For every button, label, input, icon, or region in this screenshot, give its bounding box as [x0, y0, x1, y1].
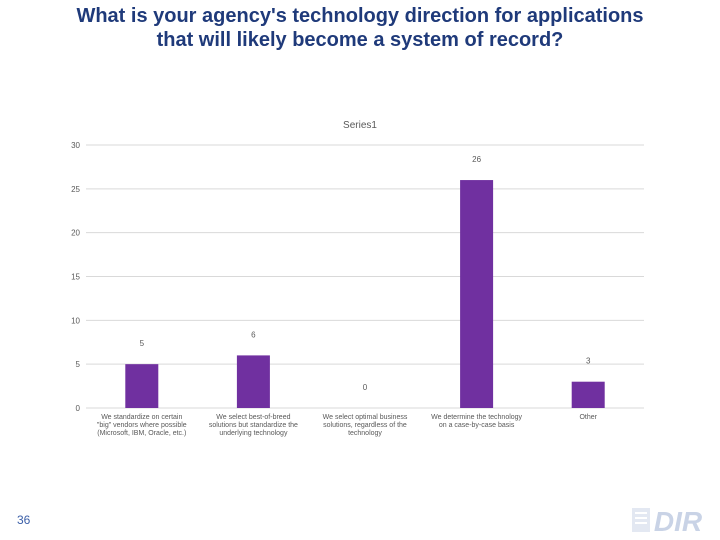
category-label: We select optimal business solutions, reg…: [323, 414, 408, 437]
page-number: 36: [17, 513, 31, 527]
category-labels: We standardize on certain "big" vendors w…: [97, 414, 598, 437]
y-tick-label: 30: [71, 141, 80, 150]
category-label: We select best-of-breed solutions but sta…: [209, 414, 298, 437]
slide-title-line-1: What is your agency's technology directi…: [76, 5, 644, 27]
slide-title: What is your agency's technology directi…: [0, 4, 720, 52]
data-label: 3: [586, 357, 591, 366]
y-tick-label: 0: [76, 404, 81, 413]
y-tick-label: 15: [71, 273, 80, 282]
data-label: 5: [140, 339, 145, 348]
category-label: We determine the technology on a case-by-…: [431, 414, 522, 429]
category-label: Other: [579, 414, 597, 421]
data-labels: 5 6 0 26 3: [140, 155, 591, 392]
bar: [571, 381, 605, 408]
y-tick-label: 20: [71, 229, 80, 238]
bars: [125, 180, 605, 408]
bar: [125, 364, 159, 408]
gridlines: [86, 144, 644, 409]
y-tick-label: 10: [71, 316, 80, 325]
bar: [236, 355, 270, 408]
data-label: 0: [363, 383, 368, 392]
category-label: We standardize on certain "big" vendors w…: [97, 414, 187, 437]
y-tick-label: 25: [71, 185, 80, 194]
bar: [460, 180, 494, 408]
dir-logo: DIR: [632, 506, 703, 536]
y-tick-label: 5: [76, 360, 81, 369]
y-axis-ticks: 0 5 10 15 20 25 30: [71, 141, 80, 413]
logo-text: DIR: [654, 506, 703, 536]
slide-title-line-2: that will likely become a system of reco…: [156, 29, 564, 51]
data-label: 26: [472, 155, 481, 164]
chart-title: Series1: [343, 120, 377, 131]
data-label: 6: [251, 330, 256, 339]
